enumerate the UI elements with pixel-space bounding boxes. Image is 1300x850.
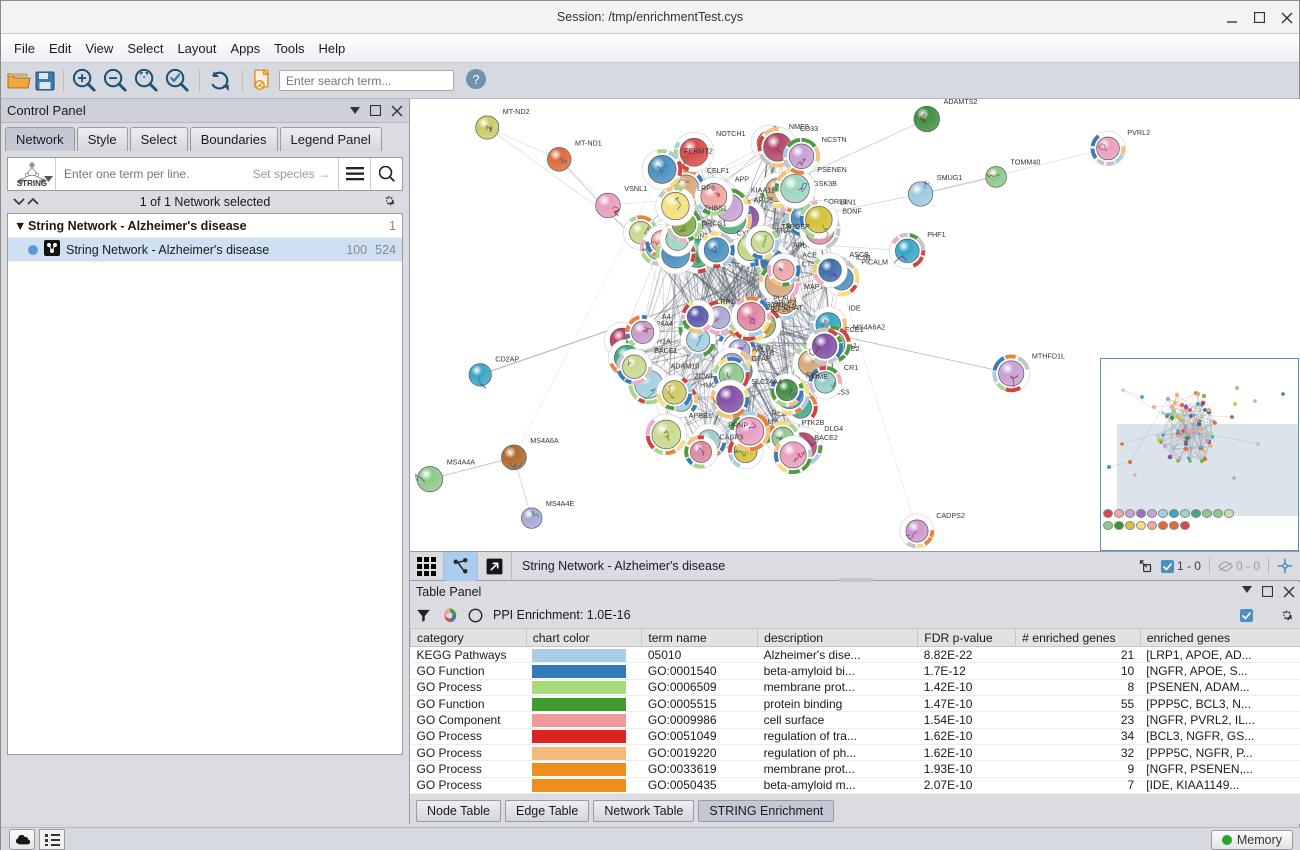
svg-text:APOE: APOE bbox=[754, 196, 774, 205]
svg-text:MT-ND2: MT-ND2 bbox=[503, 107, 530, 116]
svg-text:THBS1: THBS1 bbox=[704, 204, 727, 213]
svg-text:DLG4: DLG4 bbox=[824, 424, 843, 433]
svg-text:CD2AP: CD2AP bbox=[495, 355, 519, 364]
svg-text:APLP1: APLP1 bbox=[752, 345, 774, 354]
svg-text:PHF1: PHF1 bbox=[927, 230, 945, 239]
svg-text:CADPS2: CADPS2 bbox=[936, 511, 965, 520]
svg-text:MS4A4A: MS4A4A bbox=[447, 458, 476, 467]
svg-text:CELF1: CELF1 bbox=[707, 166, 729, 175]
svg-text:ADAMTS2: ADAMTS2 bbox=[944, 99, 978, 106]
svg-text:CD33: CD33 bbox=[800, 124, 818, 133]
svg-text:TARDBP: TARDBP bbox=[781, 222, 810, 231]
svg-text:SLC24A4: SLC24A4 bbox=[751, 377, 782, 386]
svg-text:CR1: CR1 bbox=[844, 363, 858, 372]
svg-text:MS4A4E: MS4A4E bbox=[546, 499, 575, 508]
svg-text:NCSTN: NCSTN bbox=[822, 135, 847, 144]
svg-text:BACE2: BACE2 bbox=[814, 433, 838, 442]
svg-text:CASP3: CASP3 bbox=[720, 432, 744, 441]
svg-text:GFAP: GFAP bbox=[752, 354, 771, 363]
svg-text:GSK3B: GSK3B bbox=[813, 179, 837, 188]
svg-text:IDE: IDE bbox=[849, 304, 861, 313]
svg-text:PSENEN: PSENEN bbox=[817, 165, 847, 174]
svg-text:NOTCH1: NOTCH1 bbox=[716, 129, 746, 138]
svg-text:PLAU: PLAU bbox=[773, 294, 792, 303]
svg-text:VSNL1: VSNL1 bbox=[624, 184, 647, 193]
svg-text:APP: APP bbox=[735, 174, 750, 183]
svg-text:PRNP: PRNP bbox=[728, 421, 748, 430]
svg-text:FERMT2: FERMT2 bbox=[684, 146, 713, 155]
svg-text:TOMM40: TOMM40 bbox=[1011, 158, 1041, 167]
svg-text:SMUG1: SMUG1 bbox=[937, 173, 963, 182]
svg-text:MTHFD1L: MTHFD1L bbox=[1032, 352, 1065, 361]
svg-text:ADAM10: ADAM10 bbox=[671, 361, 700, 370]
svg-text:BDNF: BDNF bbox=[842, 206, 862, 215]
svg-text:STRING: STRING bbox=[16, 179, 46, 188]
svg-text:LRP6: LRP6 bbox=[697, 183, 715, 192]
svg-text:APBB1: APBB1 bbox=[689, 411, 712, 420]
svg-text:BIN1: BIN1 bbox=[840, 197, 856, 206]
svg-text:ASCB: ASCB bbox=[849, 250, 869, 259]
svg-text:ECE1: ECE1 bbox=[845, 325, 864, 334]
svg-text:A4: A4 bbox=[662, 312, 671, 321]
svg-text:ACE: ACE bbox=[802, 250, 817, 259]
svg-text:PICALM: PICALM bbox=[861, 258, 888, 267]
svg-text:SYP: SYP bbox=[806, 371, 821, 380]
svg-text:PVRL2: PVRL2 bbox=[1127, 128, 1150, 137]
svg-text:?: ? bbox=[472, 72, 479, 87]
svg-text:LRP1: LRP1 bbox=[716, 297, 734, 306]
svg-text:MT-ND1: MT-ND1 bbox=[575, 139, 602, 148]
svg-text:BACE1: BACE1 bbox=[654, 346, 678, 355]
svg-text:PTK2B: PTK2B bbox=[802, 418, 825, 427]
svg-text:MS4A6A: MS4A6A bbox=[530, 436, 559, 445]
